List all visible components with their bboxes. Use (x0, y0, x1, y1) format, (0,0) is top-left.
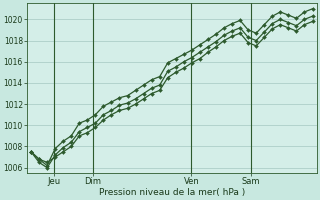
X-axis label: Pression niveau de la mer( hPa ): Pression niveau de la mer( hPa ) (99, 188, 245, 197)
